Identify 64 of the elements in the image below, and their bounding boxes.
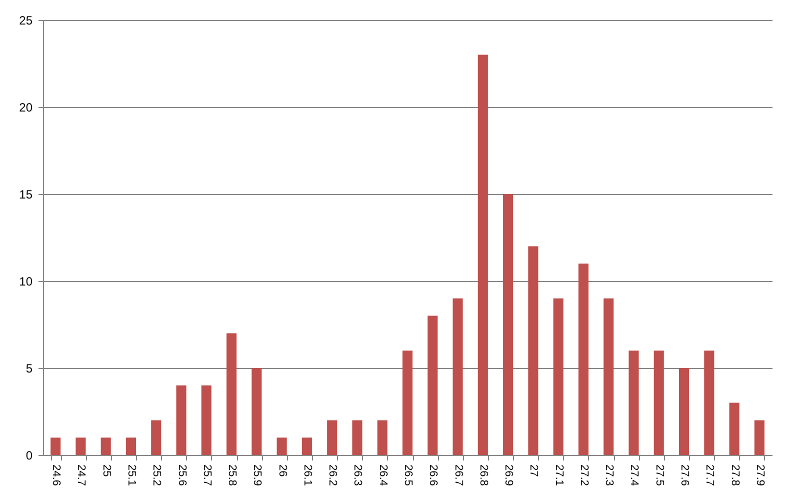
x-tick-label: 25.9 [251, 464, 264, 486]
x-tick-label: 27.7 [704, 464, 716, 486]
bar [302, 438, 312, 455]
x-tick-label: 25 [100, 464, 112, 477]
x-tick-label: 26 [276, 464, 288, 477]
x-tick-label: 26.6 [427, 464, 440, 486]
bar [352, 420, 362, 455]
bar [252, 368, 262, 455]
bar [402, 350, 413, 455]
x-tick-label: 25.1 [125, 464, 138, 486]
x-tick-label: 26.4 [376, 464, 389, 486]
y-tick-label: 25 [19, 14, 33, 28]
bar [553, 298, 564, 455]
bar [327, 420, 338, 455]
bar [678, 368, 690, 455]
x-tick-label: 27.2 [578, 464, 590, 486]
x-tick-label: 27.5 [653, 464, 666, 486]
bar [528, 246, 538, 455]
x-tick-label: 25.2 [150, 464, 163, 486]
x-tick-label: 26.2 [326, 464, 339, 486]
bar [452, 298, 463, 455]
bar [100, 438, 111, 455]
bar [50, 438, 61, 455]
bar [503, 194, 514, 455]
x-tick-label: 26.1 [301, 464, 314, 486]
x-tick-label: 26.3 [352, 464, 364, 486]
bar [729, 402, 740, 455]
x-tick-label: 26.5 [402, 464, 414, 486]
x-tick-label: 27.3 [603, 464, 616, 486]
x-tick-label: 26.7 [452, 464, 464, 486]
x-tick-label: 27 [528, 464, 540, 477]
x-tick-label: 26.8 [477, 464, 490, 486]
bar [578, 264, 588, 455]
y-tick-label: 15 [19, 188, 33, 202]
bar [654, 350, 664, 455]
bar [628, 350, 639, 455]
bar [754, 420, 764, 455]
y-tick-label: 10 [19, 274, 33, 288]
bar [377, 420, 388, 455]
bar [276, 438, 287, 455]
x-tick-label: 26.9 [502, 464, 515, 486]
y-tick-label: 5 [26, 362, 33, 376]
x-tick-label: 24.7 [75, 464, 88, 486]
x-tick-label: 25.6 [176, 464, 188, 486]
x-tick-label: 27.9 [754, 464, 766, 486]
y-tick-label: 0 [26, 448, 33, 462]
bar [478, 54, 488, 455]
bar [151, 420, 162, 455]
bar [201, 385, 212, 455]
x-tick-label: 24.6 [50, 464, 62, 486]
x-tick-label: 25.8 [226, 464, 238, 486]
bar [604, 298, 614, 455]
bar [704, 350, 714, 455]
bar [126, 438, 136, 455]
bar [176, 385, 186, 455]
x-tick-label: 27.8 [728, 464, 741, 486]
bar [76, 438, 86, 455]
y-tick-label: 20 [19, 100, 33, 114]
x-tick-label: 27.1 [552, 464, 565, 486]
x-tick-label: 27.6 [678, 464, 691, 486]
x-tick-label: 27.4 [628, 464, 640, 486]
bar [226, 333, 237, 455]
x-tick-label: 25.7 [200, 464, 213, 486]
bar [428, 316, 438, 455]
